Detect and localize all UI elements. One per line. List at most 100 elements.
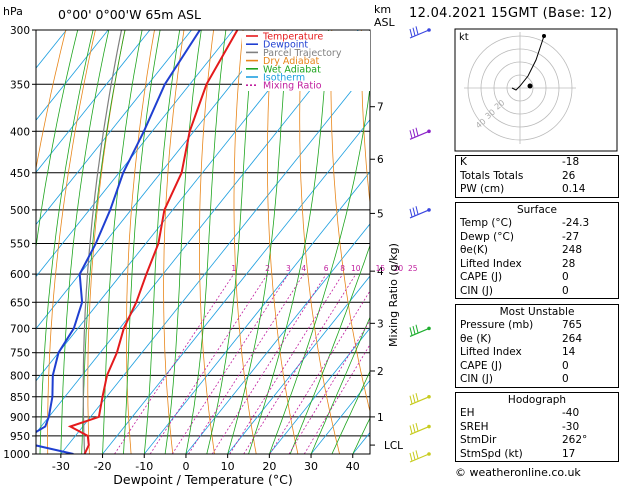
temperature-tick-label: 40 [346, 460, 360, 473]
wet-adiabat [39, 30, 94, 454]
pressure-tick-label: 300 [10, 25, 30, 37]
height-axis: 1 2 3 4 5 6 7 LCL [370, 102, 403, 452]
mixing-ratio-line [211, 273, 327, 454]
km-unit: km [374, 3, 391, 16]
dry-adiabat [0, 30, 7, 454]
wind-barb-shaft [409, 396, 430, 406]
dry-adiabat [391, 30, 465, 454]
height-tick-label: 1 [377, 412, 384, 424]
surface-value: 0 [562, 271, 569, 283]
mu-label: θe (K) [460, 332, 492, 345]
dry-adiabat [360, 30, 370, 207]
wet-adiabat [206, 30, 255, 454]
mixing-ratio-line [188, 273, 305, 454]
isotherm-line [102, 119, 370, 454]
wind-barb-flag [415, 26, 419, 35]
mu-value: 0 [562, 359, 569, 372]
mu-value: 264 [562, 332, 583, 345]
surface-label: CAPE (J) [460, 271, 503, 283]
hodo-value: 262° [562, 434, 588, 446]
dry-adiabat [47, 30, 96, 454]
wet-adiabat [310, 316, 370, 454]
wet-adiabat [269, 84, 370, 454]
chart-grid [0, 30, 465, 454]
mixing-ratio-line [288, 319, 370, 454]
legend-label: Wet Adiabat [263, 64, 321, 75]
index-label: K [460, 156, 467, 168]
mixing-ratio-line [303, 343, 370, 454]
mixing-ratio-label: 2 [265, 264, 270, 273]
wind-barb-dot [427, 208, 431, 212]
wind-barb-flag [409, 425, 413, 434]
wind-barb-shaft [409, 130, 430, 140]
mixing-ratio-label: 6 [324, 264, 329, 273]
surface-title: Surface [516, 204, 557, 216]
wind-barb-flag [409, 208, 413, 218]
legend-label: Dewpoint [263, 40, 308, 51]
isotherm-line [36, 30, 317, 382]
wind-barb-flag [412, 424, 416, 433]
hodo-value: -40 [562, 407, 580, 419]
hodo-label: StmSpd (kt) [460, 447, 523, 460]
hodograph-top-point [542, 34, 546, 38]
temperature-tick-label: -30 [52, 460, 70, 473]
surface-label: CIN (J) [460, 284, 493, 297]
wind-barb-shaft [409, 29, 430, 39]
surface-value: 248 [562, 244, 583, 256]
legend-label: Dry Adiabat [263, 56, 320, 67]
mu-value: 14 [562, 346, 576, 358]
most-unstable-title: Most Unstable [499, 306, 575, 318]
wind-barb-flag [415, 127, 419, 136]
wet-adiabat [248, 30, 330, 454]
legend-box [242, 31, 370, 91]
temperature-tick-label: 30 [304, 460, 318, 473]
surface-table: Surface Temp (°C) -24.3 Dewp (°C) -27 θe(K… [455, 202, 619, 299]
mixing-ratio-line [229, 273, 344, 454]
isotherm-line [310, 379, 370, 454]
isotherm-line [227, 275, 370, 454]
legend-label: Mixing Ratio [263, 81, 322, 92]
height-tick-label: 3 [377, 318, 384, 330]
wet-adiabat [227, 30, 289, 454]
pressure-axis: 300 350 400 450 500 550 600 650 700 750 800 850 900 9… [3, 25, 36, 461]
wind-barb-flag [412, 27, 416, 36]
mixing-ratio-label: 1 [231, 264, 236, 273]
temperature-tick-label: 20 [262, 460, 276, 473]
wet-adiabat [331, 370, 370, 454]
wind-barb-shaft [409, 425, 430, 436]
wind-barb-dot [427, 129, 431, 134]
index-row-totals: Totals Totals 26 [456, 170, 618, 184]
location-title: 0°00' 0°00'W 65m ASL [58, 7, 201, 22]
plot-frame [35, 29, 371, 455]
x-axis-label: Dewpoint / Temperature (°C) [113, 472, 292, 486]
pressure-tick-label: 450 [10, 168, 30, 180]
dry-adiabat [233, 30, 257, 454]
mixing-ratio-axis-label: Mixing Ratio (g/kg) [387, 243, 400, 347]
surface-label: Lifted Index [460, 257, 522, 270]
wind-barb-flag [409, 130, 413, 139]
pressure-tick-label: 1000 [3, 449, 30, 461]
mu-label: Lifted Index [460, 346, 522, 358]
mixing-ratio-labels: 1 2 3 4 6 8 10 15 20 25 [231, 264, 417, 273]
forecast-date: 12.04.2021 15GMT (Base: 12) [409, 6, 613, 21]
height-tick-label: 6 [377, 154, 384, 166]
mixing-ratio-label: 15 [376, 264, 386, 273]
pressure-tick-label: 500 [10, 205, 30, 217]
hodo-value: 17 [562, 447, 576, 460]
wind-barb-flag [415, 422, 419, 432]
wind-barb-shaft [409, 453, 430, 463]
index-value: 26 [562, 169, 576, 182]
wind-barb-flag [412, 207, 416, 216]
mu-value: 0 [562, 373, 569, 385]
wind-barb-flag [415, 393, 419, 402]
hodo-label: SREH [460, 420, 489, 433]
asl-unit: ASL [374, 16, 396, 29]
wind-barb-flag [409, 28, 413, 38]
hodograph-table: Hodograph EH -40 SREH -30 StmDir 262° StmSp… [455, 392, 619, 462]
wind-barb-dot [427, 28, 431, 32]
legend-label: Temperature [262, 32, 323, 43]
height-tick-label: 7 [377, 102, 384, 114]
mixing-ratio-line [149, 273, 268, 454]
